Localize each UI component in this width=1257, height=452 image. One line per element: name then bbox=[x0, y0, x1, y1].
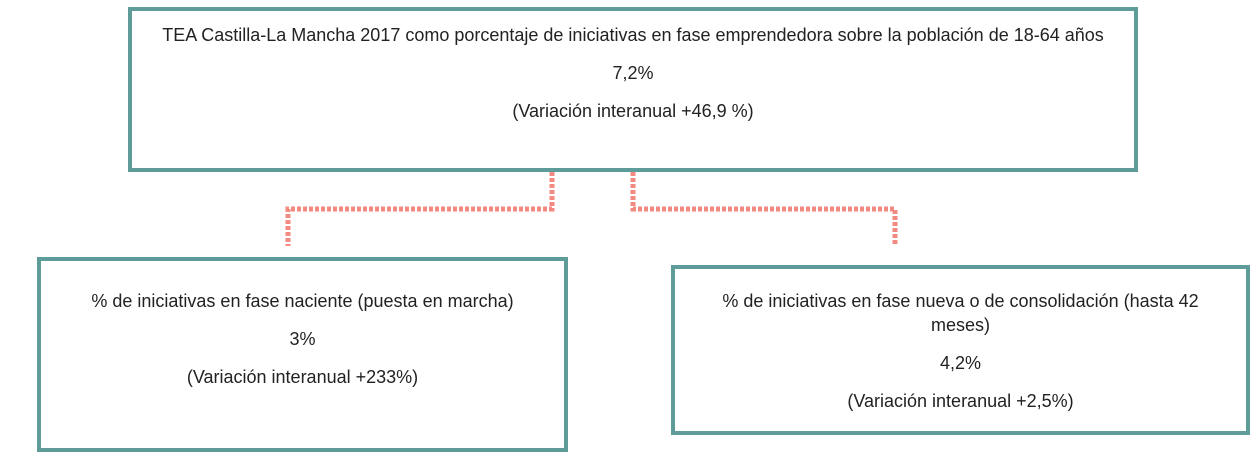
left-node: % de iniciativas en fase naciente (puest… bbox=[37, 257, 568, 452]
page: {"nodes": [ {"label": "TEA Castilla-La M… bbox=[37, 7, 1250, 452]
node-value: 4,2% bbox=[939, 353, 982, 373]
connectors bbox=[285, 172, 898, 246]
node-label: TEA Castilla-La Mancha 2017 como porcent… bbox=[162, 25, 1104, 45]
right-node: % de iniciativas en fase nueva o de cons… bbox=[671, 265, 1250, 435]
node-label: % de iniciativas en fase nueva o de cons… bbox=[722, 291, 1199, 335]
node-variation: (Variación interanual +2,5%) bbox=[847, 391, 1074, 411]
node-variation: (Variación interanual +46,9 %) bbox=[512, 101, 754, 121]
connector-left bbox=[285, 172, 555, 246]
node-value: 7,2% bbox=[612, 63, 654, 83]
top-node: TEA Castilla-La Mancha 2017 como porcent… bbox=[128, 7, 1138, 172]
connector-right bbox=[630, 172, 898, 246]
node-value: 3% bbox=[289, 329, 316, 349]
node-variation: (Variación interanual +233%) bbox=[186, 367, 419, 387]
node-label: % de iniciativas en fase naciente (puest… bbox=[91, 291, 514, 311]
